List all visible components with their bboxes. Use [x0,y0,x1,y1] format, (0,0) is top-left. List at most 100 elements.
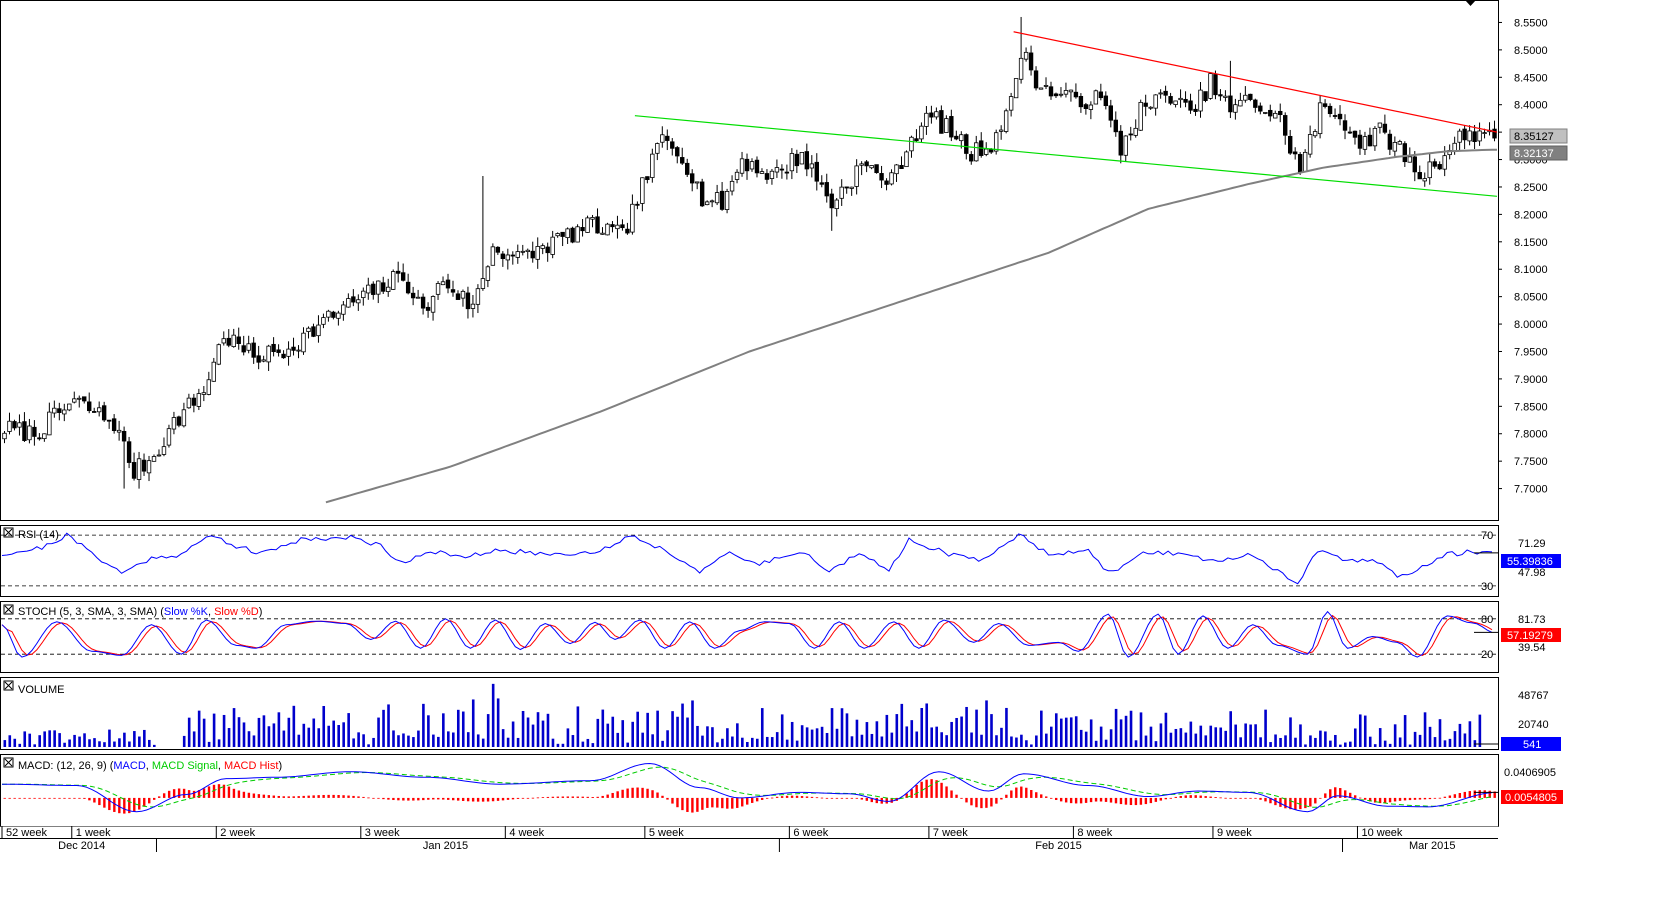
volume-bar [63,742,66,747]
volume-bar [651,734,654,747]
macd-hist-bar [1104,797,1108,802]
candle [998,125,1004,140]
candle [949,109,954,142]
candle-body [1472,131,1477,143]
candle-body [505,254,511,261]
macd-hist-bar [1129,797,1133,806]
candle-body [1402,143,1408,163]
volume-bar [1428,726,1432,747]
candle-body [106,419,112,422]
volume-bar [267,726,271,747]
candle-body [510,254,515,257]
volume-bar [1413,731,1417,747]
candle [361,287,366,306]
candle [525,248,530,259]
candle [1302,149,1308,173]
candle [874,164,879,174]
macd-hist-bar [1000,797,1003,800]
candle-body [191,397,197,406]
candle [1193,104,1198,116]
volume-bar [1010,736,1013,747]
macd-hist-bar [701,797,704,810]
macd-hist-bar [192,790,196,798]
candle [739,151,745,177]
candle [1292,147,1298,160]
candle-body [739,158,745,174]
macd-hist-bar [362,796,365,798]
candle-body [1422,178,1427,182]
candle [1492,120,1497,142]
macd-hist-bar [1244,797,1247,799]
rsi-axis-labels: 71.29 55.39836 47.98 [1501,538,1561,579]
price-axis-label: 8.2000 [1514,209,1548,221]
macd-hist-bar [128,797,131,814]
candle [1317,95,1323,139]
macd-hist-bar [1289,797,1292,810]
candle-body [954,135,959,140]
macd-hist-bar [1089,797,1093,803]
volume-bar [925,703,929,747]
macd-hist-bar [1064,797,1068,803]
volume-bar [128,741,131,747]
volume-bar [118,738,121,747]
volume-bar [466,732,470,747]
volume-bar [217,739,221,747]
candle-body [834,199,839,210]
candle-body [694,181,700,184]
macd-hist-bar [1284,797,1287,809]
volume-bar [272,723,276,747]
candle [1372,126,1378,151]
candle [719,182,725,211]
volume-bar [1418,734,1422,747]
candle [1283,112,1288,145]
volume-bar [1324,731,1327,747]
volume-bar [407,735,410,747]
volume-bar [1468,721,1472,747]
candle-body [1417,172,1422,180]
macd-hist-bar [1353,795,1357,798]
candle-body [749,161,755,170]
candle [1417,165,1422,180]
macd-hist-bar [167,790,171,798]
candle [640,177,645,212]
candle-body [585,217,590,233]
volume-bar [292,705,296,747]
candle [1337,105,1343,126]
macd-hist-bar [277,795,280,798]
macd-hist-bar [820,797,824,799]
candle [759,168,765,174]
candle [266,344,271,371]
macd-hist-bar [556,796,560,798]
volume-bar [1264,709,1267,747]
volume-bar [900,703,904,747]
candle-body [884,180,889,185]
support-trendline [634,115,1498,197]
candle-body [52,407,57,414]
candle-body [336,312,341,319]
macd-hist-bar [656,792,659,798]
candle-body [655,143,660,154]
volume-bar [1164,712,1168,747]
volume-bar [930,727,933,747]
candle [784,164,790,180]
volume-close-icon[interactable] [3,680,14,691]
volume-bar [18,743,22,747]
candle [1332,108,1338,120]
macd-hist-bar [1249,797,1252,799]
candle-body [1148,106,1153,109]
stoch-close-icon[interactable] [3,604,14,615]
macd-close-icon[interactable] [3,757,14,768]
scroll-marker-icon[interactable] [1465,0,1476,6]
rsi-close-icon[interactable] [3,527,14,538]
macd-hist-bar [506,797,510,800]
rsi-close-glyph [4,528,13,537]
candle [386,278,391,297]
candle [1243,86,1248,103]
candle-body [196,393,202,407]
macd-hist-bar [1383,797,1387,803]
candle [1138,99,1143,131]
macd-hist-bar [696,797,699,812]
volume-bar [262,715,266,747]
candle [17,414,22,436]
volume-bar [1124,715,1128,747]
